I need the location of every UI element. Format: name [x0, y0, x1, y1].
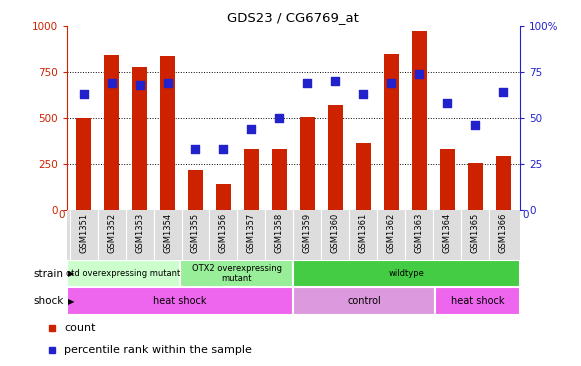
Text: wildtype: wildtype: [389, 269, 425, 278]
Bar: [188, 170, 203, 210]
Text: control: control: [347, 296, 381, 306]
Bar: [496, 156, 511, 210]
Text: GSM1357: GSM1357: [247, 213, 256, 253]
Point: [498, 89, 508, 95]
Point: [443, 100, 452, 106]
Text: GSM1351: GSM1351: [79, 213, 88, 253]
Point: [331, 78, 340, 84]
Point: [219, 146, 228, 152]
Bar: [440, 149, 455, 210]
Bar: [132, 67, 147, 210]
Text: GSM1355: GSM1355: [191, 213, 200, 253]
Point: [107, 80, 116, 86]
Bar: [76, 118, 91, 210]
Text: GSM1358: GSM1358: [275, 213, 284, 253]
Point: [191, 146, 200, 152]
Point: [358, 91, 368, 97]
Point: [303, 80, 312, 86]
Bar: [293, 260, 520, 287]
Text: GSM1362: GSM1362: [387, 213, 396, 253]
Point: [247, 126, 256, 132]
Bar: [411, 31, 427, 210]
Text: count: count: [64, 323, 95, 333]
Text: GSM1366: GSM1366: [498, 213, 508, 253]
Text: ▶: ▶: [68, 269, 74, 278]
Bar: [180, 260, 293, 287]
Bar: [67, 260, 180, 287]
Text: GSM1363: GSM1363: [415, 213, 424, 253]
Point: [415, 71, 424, 76]
Bar: [468, 163, 483, 210]
Bar: [356, 143, 371, 210]
Bar: [272, 149, 287, 210]
Bar: [383, 54, 399, 210]
Point: [163, 80, 172, 86]
Text: GSM1361: GSM1361: [359, 213, 368, 253]
Text: GSM1352: GSM1352: [107, 213, 116, 253]
Bar: [67, 287, 293, 315]
Text: GDS23 / CG6769_at: GDS23 / CG6769_at: [228, 11, 359, 24]
Text: 0: 0: [58, 210, 64, 220]
Text: shock: shock: [34, 296, 64, 306]
Text: otd overexpressing mutant: otd overexpressing mutant: [66, 269, 181, 278]
Point: [471, 123, 480, 128]
Text: GSM1364: GSM1364: [443, 213, 452, 253]
Text: GSM1360: GSM1360: [331, 213, 340, 253]
Text: 0: 0: [522, 210, 529, 220]
Bar: [300, 117, 315, 210]
Point: [387, 80, 396, 86]
Bar: [435, 287, 520, 315]
Text: GSM1353: GSM1353: [135, 213, 144, 253]
Point: [275, 115, 284, 121]
Bar: [293, 287, 435, 315]
Point: [135, 82, 144, 88]
Point: [79, 91, 88, 97]
Text: heat shock: heat shock: [451, 296, 504, 306]
Text: GSM1354: GSM1354: [163, 213, 172, 253]
Text: ▶: ▶: [68, 296, 74, 306]
Text: strain: strain: [34, 269, 64, 279]
Bar: [160, 56, 175, 210]
Text: percentile rank within the sample: percentile rank within the sample: [64, 346, 252, 355]
Text: GSM1356: GSM1356: [219, 213, 228, 253]
Bar: [328, 105, 343, 210]
Bar: [104, 55, 119, 210]
Text: heat shock: heat shock: [153, 296, 207, 306]
Bar: [244, 149, 259, 210]
Text: GSM1359: GSM1359: [303, 213, 312, 253]
Text: OTX2 overexpressing
mutant: OTX2 overexpressing mutant: [192, 264, 282, 283]
Bar: [216, 184, 231, 210]
Text: GSM1365: GSM1365: [471, 213, 480, 253]
